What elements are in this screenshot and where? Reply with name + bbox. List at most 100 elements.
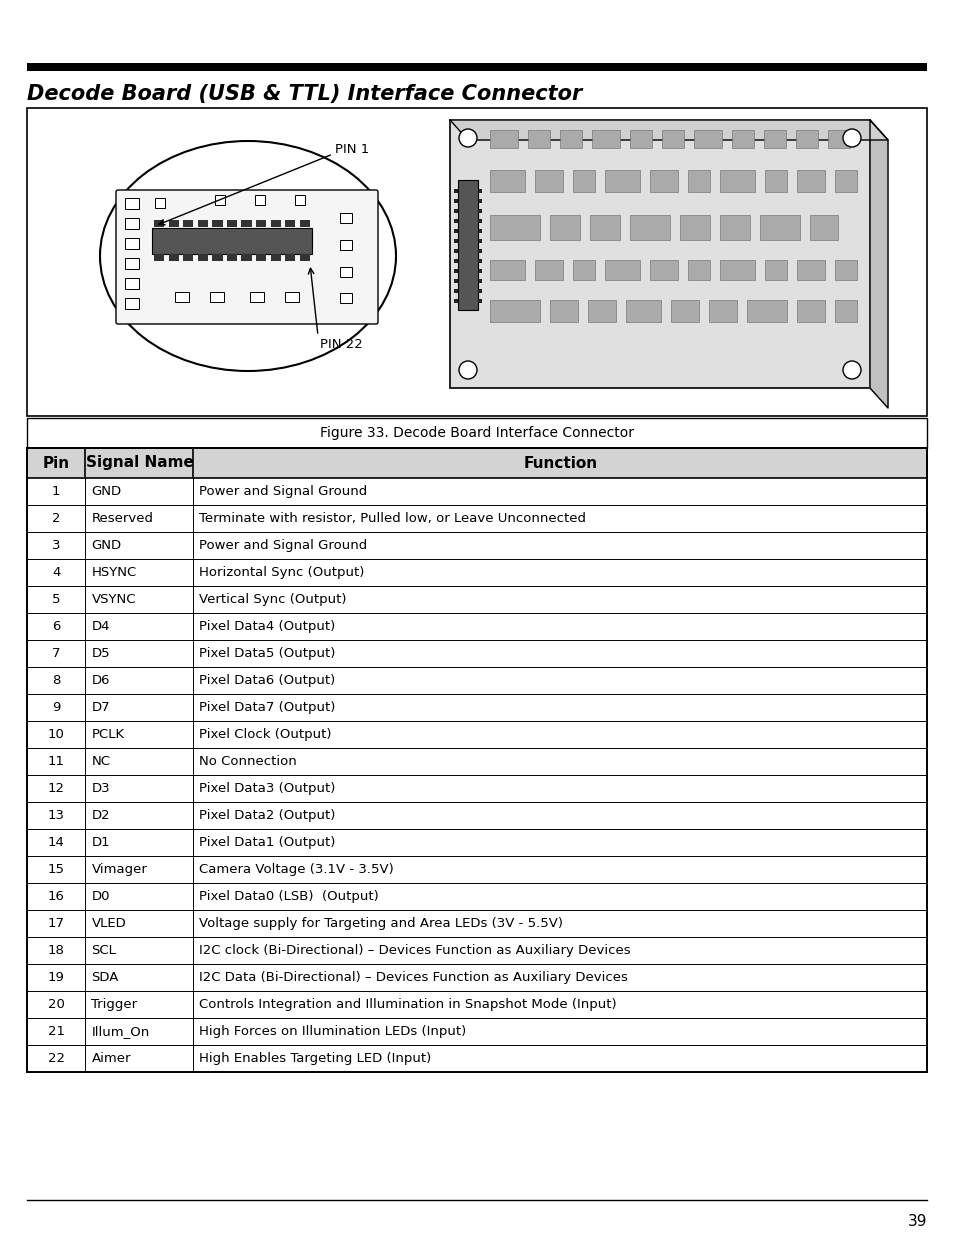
Text: D1: D1 [91, 836, 110, 848]
Bar [227, 254, 237, 261]
Bar [550, 300, 578, 322]
Bar [795, 130, 817, 148]
Bar [477, 199, 481, 203]
Bar [27, 829, 926, 856]
Text: Pixel Data6 (Output): Pixel Data6 (Output) [199, 674, 335, 687]
Text: Pixel Data2 (Output): Pixel Data2 (Output) [199, 809, 335, 823]
Text: Power and Signal Ground: Power and Signal Ground [199, 538, 367, 552]
Bar [27, 776, 926, 802]
Bar [27, 585, 926, 613]
Bar [527, 130, 550, 148]
Bar [477, 209, 481, 212]
Bar [339, 267, 352, 277]
Bar [27, 478, 926, 505]
Text: SDA: SDA [91, 971, 119, 984]
Text: 9: 9 [52, 701, 60, 714]
Bar [154, 198, 165, 207]
Bar [693, 130, 721, 148]
Text: PIN 22: PIN 22 [319, 338, 362, 351]
Bar [454, 299, 457, 303]
Text: 11: 11 [48, 755, 65, 768]
Bar [125, 278, 139, 289]
Bar [27, 937, 926, 965]
Bar [746, 300, 786, 322]
Bar [213, 220, 222, 227]
Bar [490, 261, 524, 280]
Bar [210, 291, 224, 303]
Bar [241, 220, 252, 227]
Bar [625, 300, 660, 322]
Bar [27, 1045, 926, 1072]
Bar [587, 300, 616, 322]
Text: PIN 1: PIN 1 [335, 143, 369, 156]
Bar [271, 220, 280, 227]
Bar [27, 990, 926, 1018]
Text: Illum_On: Illum_On [91, 1025, 150, 1037]
Text: Pin: Pin [43, 456, 70, 471]
Bar [760, 215, 800, 240]
Bar [731, 130, 753, 148]
Bar [834, 170, 856, 191]
Bar [477, 259, 481, 263]
Bar [827, 130, 849, 148]
Text: I2C clock (Bi-Directional) – Devices Function as Auxiliary Devices: I2C clock (Bi-Directional) – Devices Fun… [199, 944, 631, 957]
Bar [796, 300, 824, 322]
Bar [687, 261, 709, 280]
Bar [454, 259, 457, 263]
Bar [27, 613, 926, 640]
Bar [241, 254, 252, 261]
Bar [27, 417, 926, 448]
Circle shape [842, 361, 861, 379]
Text: I2C Data (Bi-Directional) – Devices Function as Auxiliary Devices: I2C Data (Bi-Directional) – Devices Func… [199, 971, 628, 984]
Bar [604, 261, 639, 280]
Text: 14: 14 [48, 836, 65, 848]
Bar [169, 220, 179, 227]
Bar [763, 130, 785, 148]
Bar [454, 240, 457, 243]
Circle shape [842, 128, 861, 147]
Bar [27, 63, 926, 70]
Bar [559, 130, 581, 148]
Bar [27, 721, 926, 748]
Text: Pixel Data5 (Output): Pixel Data5 (Output) [199, 647, 335, 659]
Bar [27, 559, 926, 585]
Bar [477, 189, 481, 193]
Bar [454, 289, 457, 293]
Bar [125, 258, 139, 269]
Bar [27, 1018, 926, 1045]
Bar [687, 170, 709, 191]
Text: Decode Board (USB & TTL) Interface Connector: Decode Board (USB & TTL) Interface Conne… [27, 84, 581, 104]
Bar [720, 261, 754, 280]
Text: SCL: SCL [91, 944, 116, 957]
Text: PCLK: PCLK [91, 727, 125, 741]
Bar [254, 195, 265, 205]
Bar [271, 254, 280, 261]
Bar [27, 910, 926, 937]
Bar [834, 300, 856, 322]
Text: 2: 2 [52, 513, 60, 525]
Bar [454, 209, 457, 212]
Text: 17: 17 [48, 918, 65, 930]
Circle shape [458, 361, 476, 379]
Text: 4: 4 [52, 566, 60, 579]
Bar [454, 269, 457, 273]
Text: Controls Integration and Illumination in Snapshot Mode (Input): Controls Integration and Illumination in… [199, 998, 617, 1011]
Bar [285, 220, 295, 227]
Bar [796, 170, 824, 191]
Bar [154, 254, 164, 261]
Text: VSYNC: VSYNC [91, 593, 136, 606]
Bar [477, 249, 481, 253]
Text: D5: D5 [91, 647, 110, 659]
Bar [720, 215, 749, 240]
Bar [490, 170, 524, 191]
Text: Pixel Data3 (Output): Pixel Data3 (Output) [199, 782, 335, 795]
Bar [125, 219, 139, 228]
Bar [169, 254, 179, 261]
Bar [550, 215, 579, 240]
Bar [294, 195, 305, 205]
Text: NC: NC [91, 755, 111, 768]
Bar [490, 215, 539, 240]
Bar [183, 220, 193, 227]
Circle shape [458, 128, 476, 147]
Bar [27, 448, 926, 478]
